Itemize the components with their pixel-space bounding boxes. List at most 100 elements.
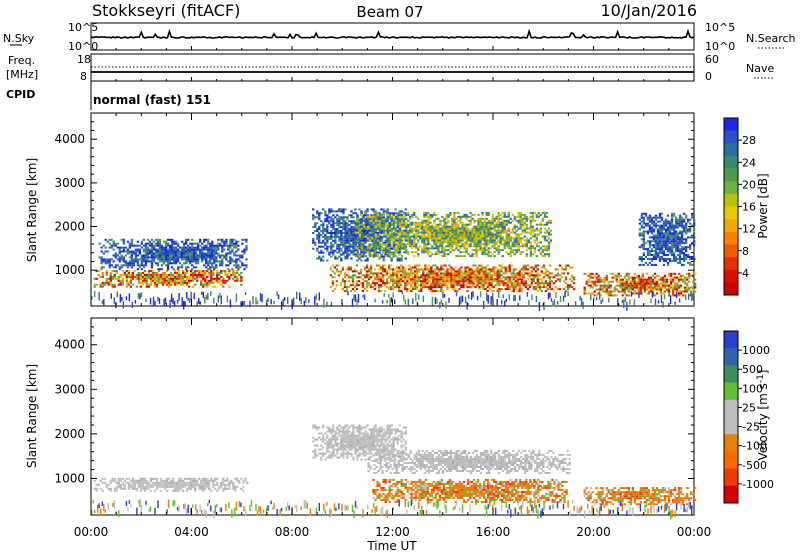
power-cell [373,226,375,228]
power-cell [647,225,649,227]
power-cell [338,244,340,246]
power-cell [157,258,159,260]
power-cell [649,262,651,264]
power-cell [505,272,507,274]
power-cell [544,224,546,226]
power-cell [473,230,475,232]
power-cell [413,251,415,253]
power-cell [500,222,502,224]
power-cell [435,239,437,241]
power-cell [559,274,561,276]
power-cell [657,240,659,242]
power-cell [642,273,644,275]
power-cell [618,273,620,275]
power-cell [370,270,372,272]
power-cell [540,222,542,224]
power-cell [641,221,643,223]
power-cell [399,224,401,226]
power-cell [132,278,134,280]
power-cell [407,236,409,238]
power-cell [399,260,401,262]
power-cell [373,232,375,234]
power-cell [350,220,352,222]
power-cell [592,277,594,279]
power-cell [667,248,669,250]
power-cell [380,276,382,278]
power-cell [344,230,346,232]
power-cell [156,274,158,276]
power-cell [239,266,241,268]
power-cell [194,274,196,276]
power-cell [569,267,571,269]
power-cell [167,262,169,264]
power-cell [415,234,417,236]
power-cell [489,268,491,270]
power-cell [440,290,442,292]
power-cell [159,241,161,243]
power-cell [642,285,644,287]
power-cell [424,284,426,286]
power-cell [500,237,502,239]
power-cell [444,270,446,272]
power-cell [218,280,220,282]
power-cell [171,266,173,268]
power-cell [653,217,655,219]
power-cell [220,284,222,286]
power-cell [559,280,561,282]
power-cell [141,247,143,249]
power-cell [362,282,364,284]
power-cell [96,278,98,280]
power-cell [634,277,636,279]
power-cell [518,216,520,218]
power-cell [655,234,657,236]
power-cell [131,262,133,264]
power-cell [354,290,356,292]
power-cell [219,245,221,247]
power-cell [385,210,387,212]
power-cell [507,270,509,272]
power-cell [482,278,484,280]
power-cell [460,274,462,276]
power-cell [610,285,612,287]
power-cell [185,239,187,241]
power-cell [536,237,538,239]
power-cell [125,264,127,266]
power-cell [551,272,553,274]
power-cell [179,247,181,249]
power-cell [428,276,430,278]
power-cell [485,288,487,290]
power-cell [157,249,159,251]
power-cell [428,288,430,290]
power-cell [367,245,369,247]
power-cell [223,241,225,243]
power-cell [126,276,128,278]
power-cell [177,249,179,251]
power-cell [396,280,398,282]
power-cell [432,290,434,292]
power-cell [657,232,659,234]
power-cell [336,236,338,238]
power-cell [440,276,442,278]
power-cell [348,242,350,244]
power-cell [440,288,442,290]
power-cell [322,236,324,238]
power-cell [204,274,206,276]
power-cell [479,249,481,251]
power-cell [600,277,602,279]
power-cell [639,246,641,248]
power-cell [168,274,170,276]
power-cell [519,278,521,280]
power-cell [344,258,346,260]
power-cell [634,279,636,281]
power-cell [543,276,545,278]
power-cell [112,278,114,280]
power-cell [666,283,668,285]
power-cell [664,287,666,289]
power-cell [172,278,174,280]
power-cell [338,238,340,240]
power-cell [427,241,429,243]
power-cell [546,249,548,251]
power-cell [199,255,201,257]
power-cell [511,265,513,267]
power-cell [479,236,481,238]
